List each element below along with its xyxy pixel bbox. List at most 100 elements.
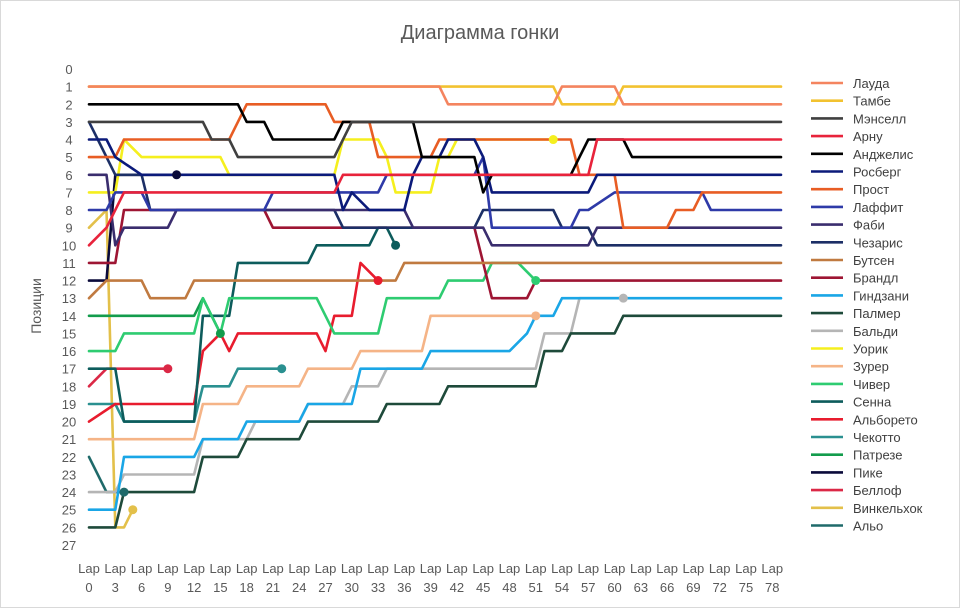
- y-tick-label: 9: [65, 221, 72, 236]
- x-tick-label: 21: [266, 580, 280, 595]
- x-tick-prefix: Lap: [262, 561, 284, 576]
- x-tick-prefix: Lap: [420, 561, 442, 576]
- y-tick-label: 3: [65, 115, 72, 130]
- legend-label: Уорик: [853, 342, 888, 357]
- y-tick-label: 8: [65, 203, 72, 218]
- x-tick-label: 72: [712, 580, 726, 595]
- series-line: [87, 261, 537, 353]
- series-line: [87, 120, 783, 159]
- series-line: [87, 261, 380, 423]
- legend-label: Лаффит: [853, 200, 903, 215]
- x-tick-prefix: Lap: [683, 561, 705, 576]
- y-tick-label: 21: [62, 432, 76, 447]
- y-tick-label: 10: [62, 238, 76, 253]
- x-tick-prefix: Lap: [104, 561, 126, 576]
- y-tick-label: 18: [62, 379, 76, 394]
- series-line: [87, 138, 783, 247]
- legend-label: Чивер: [853, 377, 890, 392]
- y-axis-label: Позиции: [28, 278, 44, 334]
- x-tick-label: 27: [318, 580, 332, 595]
- series-end-marker: [548, 135, 558, 145]
- chart-title: Диаграмма гонки: [401, 22, 560, 44]
- x-tick-prefix: Lap: [551, 561, 573, 576]
- series-line: [87, 261, 783, 300]
- legend-label: Чекотто: [853, 430, 901, 445]
- x-tick-label: 60: [607, 580, 621, 595]
- series-line: [87, 85, 783, 106]
- x-tick-label: 42: [450, 580, 464, 595]
- x-tick-label: 24: [292, 580, 306, 595]
- legend-label: Арну: [853, 129, 883, 144]
- x-tick-prefix: Lap: [735, 561, 757, 576]
- y-tick-label: 11: [62, 256, 76, 271]
- x-tick-prefix: Lap: [393, 561, 415, 576]
- y-tick-label: 19: [62, 397, 76, 412]
- x-tick-prefix: Lap: [499, 561, 521, 576]
- x-tick-label: 66: [660, 580, 674, 595]
- y-tick-label: 5: [65, 150, 72, 165]
- x-tick-label: 15: [213, 580, 227, 595]
- legend-label: Палмер: [853, 306, 901, 321]
- y-tick-label: 7: [65, 185, 72, 200]
- y-tick-label: 13: [62, 291, 76, 306]
- series-end-marker: [128, 505, 138, 515]
- series-line: [87, 103, 783, 194]
- legend-label: Мэнселл: [853, 111, 906, 126]
- x-tick-prefix: Lap: [131, 561, 153, 576]
- series-end-marker: [119, 487, 129, 497]
- series-end-marker: [531, 276, 541, 286]
- x-tick-label: 45: [476, 580, 490, 595]
- x-tick-label: 30: [345, 580, 359, 595]
- x-tick-label: 39: [423, 580, 437, 595]
- legend-label: Гиндзани: [853, 288, 909, 303]
- legend-label: Винкельхок: [853, 501, 923, 516]
- y-tick-label: 14: [62, 309, 76, 324]
- legend-label: Тамбе: [853, 94, 891, 109]
- y-tick-label: 23: [62, 467, 76, 482]
- legend-label: Фаби: [853, 218, 885, 233]
- y-tick-label: 24: [62, 485, 76, 500]
- series-line: [87, 173, 783, 247]
- series-end-marker: [172, 170, 182, 180]
- x-tick-label: 0: [85, 580, 92, 595]
- y-tick-label: 20: [62, 415, 76, 430]
- legend-label: Чезарис: [853, 235, 903, 250]
- x-tick-label: 51: [528, 580, 542, 595]
- series-line: [87, 296, 625, 494]
- x-axis-ticks: Lap 0 Lap 3 Lap 6 Lap 9 Lap 12 Lap 15 Lap 18 Lap 21 Lap 2…: [78, 561, 783, 595]
- legend-label: Брандл: [853, 271, 898, 286]
- y-tick-label: 15: [62, 326, 76, 341]
- x-tick-label: 63: [634, 580, 648, 595]
- series-end-marker: [618, 293, 628, 303]
- series-end-marker: [373, 276, 383, 286]
- legend-label: Бутсен: [853, 253, 894, 268]
- y-tick-label: 17: [62, 362, 76, 377]
- x-tick-prefix: Lap: [709, 561, 731, 576]
- x-tick-label: 3: [112, 580, 119, 595]
- x-tick-prefix: Lap: [761, 561, 783, 576]
- plot-lines: [87, 85, 783, 529]
- x-tick-prefix: Lap: [367, 561, 389, 576]
- y-tick-label: 0: [65, 62, 72, 77]
- x-tick-label: 57: [581, 580, 595, 595]
- series-line: [87, 314, 537, 441]
- legend-label: Пике: [853, 465, 883, 480]
- legend-label: Альборето: [853, 412, 918, 427]
- legend-label: Прост: [853, 182, 889, 197]
- x-tick-prefix: Lap: [630, 561, 652, 576]
- legend-label: Сенна: [853, 395, 892, 410]
- x-tick-prefix: Lap: [236, 561, 258, 576]
- series-end-marker: [277, 364, 287, 374]
- legend-label: Лауда: [853, 76, 890, 91]
- legend-label: Анджелис: [853, 147, 914, 162]
- series-end-marker: [163, 364, 173, 374]
- plot-markers: [119, 135, 628, 515]
- legend-label: Альо: [853, 519, 883, 534]
- legend: Лауда Тамбе Мэнселл Арну Анджелис Росберг Прос…: [811, 76, 923, 534]
- x-tick-prefix: Lap: [656, 561, 678, 576]
- x-tick-label: 9: [164, 580, 171, 595]
- legend-label: Патрезе: [853, 448, 902, 463]
- x-tick-prefix: Lap: [341, 561, 363, 576]
